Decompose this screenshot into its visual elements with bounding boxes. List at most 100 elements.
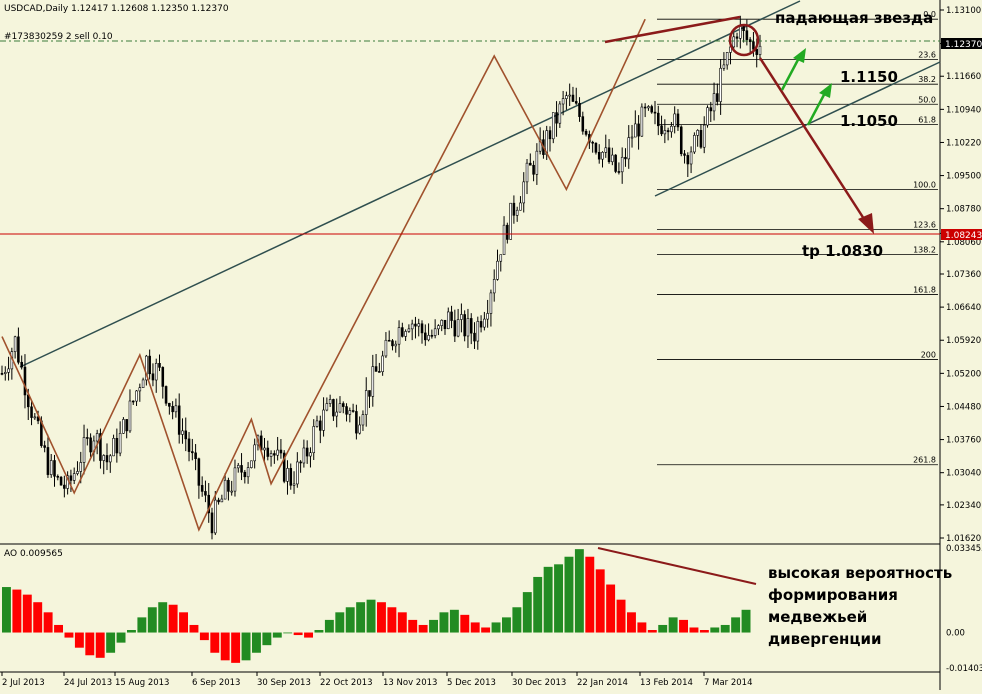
candle-body — [197, 458, 201, 486]
candle-body — [63, 484, 66, 489]
ao-bar — [397, 612, 407, 633]
candle-body — [676, 113, 680, 128]
price-tick-label: 1.10220 — [946, 138, 981, 148]
candle-body — [20, 361, 23, 368]
candle-body — [158, 363, 161, 368]
ao-tick-label: 0.033455 — [946, 544, 982, 554]
ao-bar — [168, 604, 178, 633]
fib-level-label: 123.6 — [913, 221, 936, 230]
candle-body — [594, 142, 598, 153]
candle-body — [250, 460, 253, 468]
candle-body — [246, 467, 250, 478]
candle-body — [614, 154, 617, 172]
ao-bar — [283, 632, 293, 634]
candle-body — [135, 390, 138, 402]
candle-body — [460, 314, 463, 320]
divergence-text-4: дивергенции — [768, 630, 882, 648]
candle-body — [164, 386, 168, 404]
candle-body — [568, 94, 571, 97]
candle-body — [702, 124, 706, 148]
candle-body — [522, 181, 526, 204]
time-tick-label: 22 Oct 2013 — [320, 678, 373, 688]
candle-body — [502, 224, 506, 255]
candle-body — [236, 465, 240, 469]
candle-body — [479, 321, 483, 328]
candle-body — [647, 106, 650, 109]
ao-bar — [85, 632, 95, 656]
ao-bar — [95, 632, 105, 658]
candle-body — [36, 416, 40, 422]
candle-body — [401, 327, 404, 337]
candle-body — [548, 130, 552, 140]
candle-body — [223, 479, 227, 500]
price-tick-label: 1.08060 — [946, 238, 981, 248]
candle-body — [227, 479, 230, 492]
candle-body — [643, 106, 647, 109]
candle-body — [712, 93, 716, 112]
ao-bar — [189, 624, 199, 633]
candle-body — [597, 151, 601, 160]
resistance-arrow-line — [604, 15, 741, 44]
candle-body — [640, 106, 644, 137]
ao-bar — [262, 632, 272, 646]
candle-body — [450, 311, 453, 321]
candle-body — [46, 447, 50, 475]
candle-body — [299, 461, 302, 464]
shooting-star-circle — [728, 23, 760, 57]
candle-body — [122, 419, 125, 434]
candle-body — [292, 483, 296, 486]
ao-bar — [252, 632, 261, 653]
time-tick-label: 22 Jan 2014 — [577, 678, 628, 688]
candle-body — [210, 512, 214, 534]
current-price-label: 1.12370 — [945, 40, 982, 50]
annotation-arrows — [597, 15, 874, 585]
candle-body — [361, 414, 365, 426]
candle-body — [437, 325, 440, 330]
candle-body — [266, 447, 270, 457]
price-tick-label: 1.02340 — [946, 501, 981, 511]
candle-body — [483, 318, 486, 328]
candle-body — [693, 135, 696, 153]
candle-body — [109, 455, 112, 463]
ao-bar — [387, 607, 397, 633]
candle-body — [384, 339, 388, 357]
candle-body — [650, 106, 653, 113]
candle-body — [630, 136, 634, 139]
ao-bar — [616, 599, 626, 633]
fib-level-label: 23.6 — [918, 50, 936, 59]
candle-body — [725, 52, 729, 66]
ao-bar — [543, 566, 553, 633]
price-tick-label: 1.10940 — [946, 105, 981, 115]
ao-bar — [637, 622, 647, 633]
candle-body — [476, 321, 480, 342]
candle-body — [338, 403, 342, 413]
candle-body — [446, 311, 450, 330]
candle-body — [387, 339, 391, 342]
symbol-header: USDCAD,Daily 1.12417 1.12608 1.12350 1.1… — [4, 4, 229, 14]
green-arrow-1-head — [793, 48, 806, 63]
candle-body — [105, 455, 109, 463]
candle-body — [187, 438, 191, 452]
candle-body — [407, 328, 411, 332]
green-arrow-2-head — [819, 83, 832, 98]
ao-bar — [720, 624, 730, 633]
candle-body — [420, 323, 424, 334]
candle-body — [525, 162, 529, 183]
time-tick-label: 13 Nov 2013 — [383, 678, 437, 688]
candle-body — [171, 406, 174, 413]
candle-body — [56, 475, 60, 478]
candle-body — [168, 402, 171, 407]
ao-bar — [106, 632, 116, 653]
ao-bar — [418, 624, 428, 633]
candle-body — [699, 130, 703, 148]
ao-bar — [449, 609, 459, 633]
candle-body — [424, 332, 427, 341]
candle-body — [716, 93, 719, 102]
ao-bar — [408, 619, 418, 633]
candle-body — [115, 437, 119, 454]
marked-level-box — [941, 229, 982, 240]
ao-tick-label: -0.014036 — [946, 664, 982, 674]
